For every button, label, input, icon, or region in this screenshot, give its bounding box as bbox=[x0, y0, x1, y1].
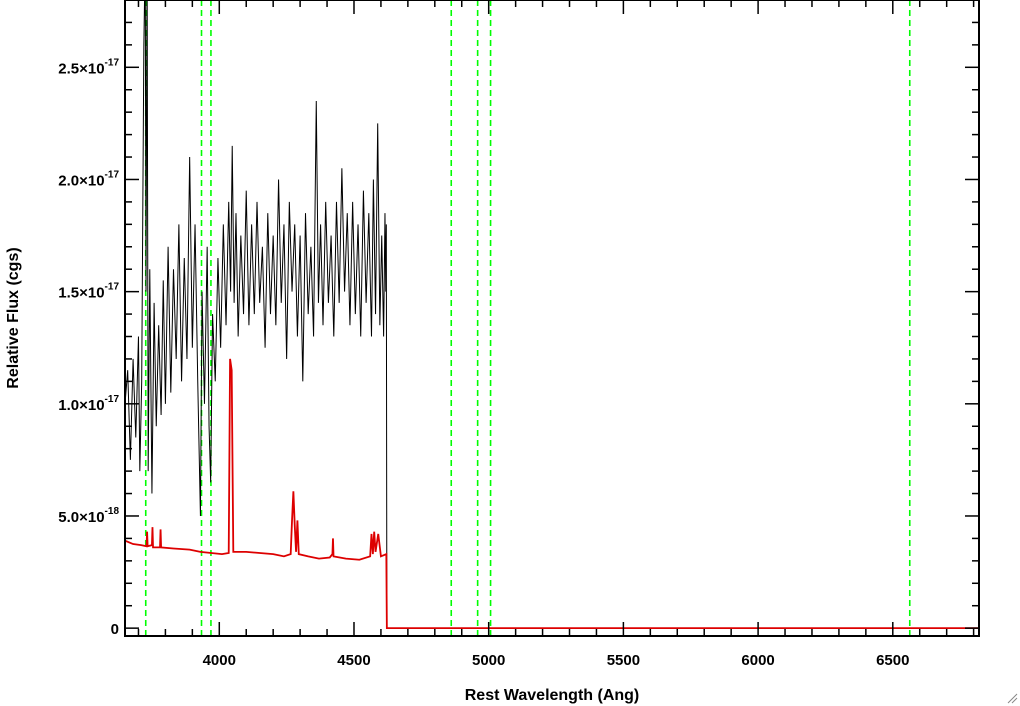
resize-grip-icon[interactable] bbox=[1006, 692, 1018, 704]
x-tick-label: 4000 bbox=[203, 652, 236, 669]
series-line-2 bbox=[125, 358, 979, 630]
series-line-1 bbox=[125, 0, 979, 629]
series-layer bbox=[125, 0, 979, 630]
x-axis-title: Rest Wavelength (Ang) bbox=[465, 687, 640, 704]
reference-lines bbox=[144, 0, 911, 636]
y-tick-label: 0 bbox=[111, 621, 119, 638]
x-tick-label: 5500 bbox=[607, 652, 640, 669]
plot-frame bbox=[124, 0, 980, 637]
y-tick-label: 1.0×10-17 bbox=[58, 394, 119, 414]
x-tick-label: 4500 bbox=[337, 652, 370, 669]
x-tick-label: 6000 bbox=[741, 652, 774, 669]
y-axis-title: Relative Flux (cgs) bbox=[5, 247, 22, 388]
axes-layer bbox=[124, 0, 980, 637]
y-tick-label: 2.5×10-17 bbox=[58, 57, 119, 77]
y-tick-label: 5.0×10-18 bbox=[58, 506, 119, 526]
tick-labels: 4000 4500 5000 5500 6000 6500 0 5.0×10-18 1.0×10… bbox=[58, 57, 909, 669]
x-tick-label: 6500 bbox=[876, 652, 909, 669]
x-tick-label: 5000 bbox=[472, 652, 505, 669]
y-tick-label: 1.5×10-17 bbox=[58, 282, 119, 302]
y-tick-label: 2.0×10-17 bbox=[58, 169, 119, 189]
